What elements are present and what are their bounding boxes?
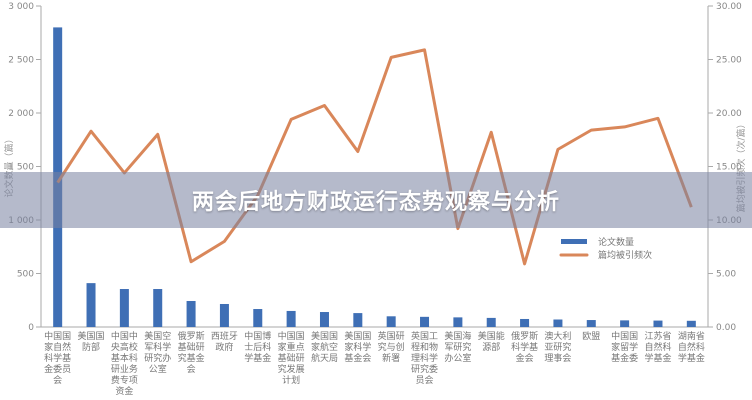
category-label: 美国国防部: [78, 330, 105, 353]
category-label: 美国国家科学基金会: [344, 330, 371, 364]
bar: [520, 318, 530, 327]
category-label: 澳大利亚研究理事会: [544, 330, 571, 364]
left-tick-label: 2 500: [8, 56, 34, 66]
left-tick-label: 0: [28, 323, 34, 333]
bar: [453, 317, 463, 327]
bar: [86, 283, 96, 327]
right-tick-label: 20.00: [716, 109, 742, 119]
right-tick-label: 0.00: [716, 323, 736, 333]
bar: [586, 320, 596, 327]
category-label: 美国国家航空航天局: [311, 330, 338, 364]
series-line: [56, 48, 693, 266]
bar: [319, 312, 329, 327]
category-label: 英国研究与创新署: [378, 330, 405, 364]
bar: [553, 319, 563, 327]
bar: [486, 317, 496, 327]
left-tick-label: 3 000: [8, 2, 34, 12]
bar: [286, 310, 296, 327]
category-label: 美国能源部: [478, 330, 505, 353]
bar: [219, 303, 229, 327]
category-label: 中国国家自然科学基金委员会: [44, 330, 71, 386]
bar: [386, 316, 396, 327]
banner-title: 两会后地方财政运行态势观察与分析: [191, 190, 560, 215]
category-label: 俄罗斯基础研究基金会: [178, 330, 205, 375]
banner: 两会后地方财政运行态势观察与分析: [0, 172, 752, 228]
category-label: 俄罗斯科学基金会: [511, 330, 538, 364]
left-tick-label: 1 500: [8, 163, 34, 173]
category-label: 中国博士后科学基金: [244, 330, 271, 364]
left-tick-label: 2 000: [8, 109, 34, 119]
legend-label-line: 篇均被引频次: [598, 249, 652, 261]
category-label: 美国海军研究办公室: [444, 330, 471, 364]
category-label: 欧盟: [582, 330, 600, 342]
category-label: 中国国家留学基金委: [611, 330, 638, 364]
category-label: 中国中央高校基本科研业务费专项资金: [111, 330, 138, 397]
category-label: 江苏省自然科学基金: [644, 330, 671, 364]
category-label: 美国空军科学研究办公室: [144, 330, 171, 375]
category-label: 英国工程和物理科学研究委员会: [411, 330, 438, 386]
category-label: 中国国家重点基础研究发展计划: [278, 330, 305, 386]
right-tick-label: 30.00: [716, 2, 742, 12]
category-label: 西班牙政府: [211, 330, 238, 353]
right-tick-label: 25.00: [716, 56, 742, 66]
bar: [420, 316, 430, 327]
legend-swatch-bar: [561, 239, 587, 244]
legend-label-bar: 论文数量: [598, 236, 634, 248]
right-tick-label: 5.00: [716, 270, 736, 280]
right-tick-label: 15.00: [716, 163, 742, 173]
bar: [186, 300, 196, 327]
category-label: 湖南省自然科学基金: [678, 330, 705, 364]
bar: [686, 320, 696, 327]
bar: [253, 309, 263, 327]
left-tick-label: 500: [17, 270, 34, 280]
bar: [653, 320, 663, 327]
bar: [620, 320, 630, 327]
bar: [353, 313, 363, 327]
bar: [153, 289, 163, 327]
bar: [119, 289, 129, 327]
